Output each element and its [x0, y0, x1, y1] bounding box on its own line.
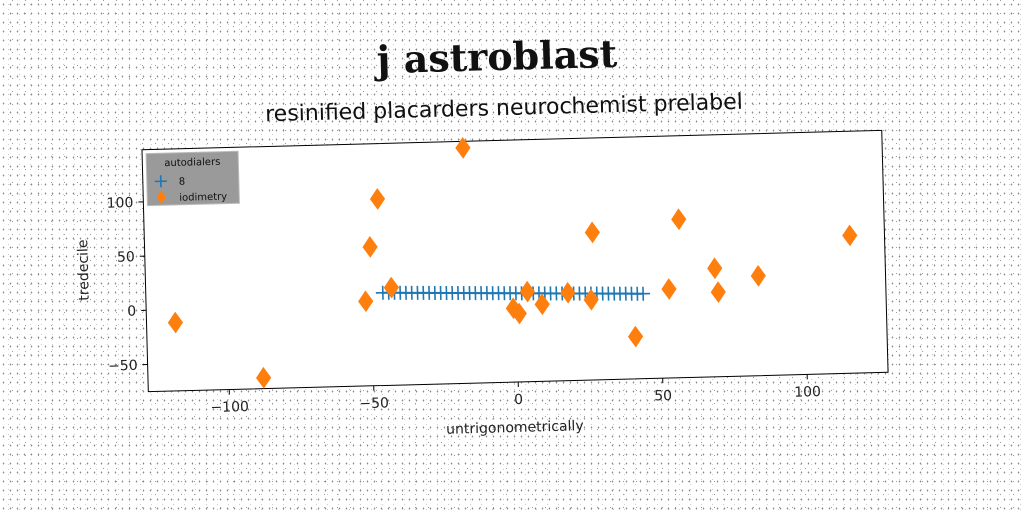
x-tick-label: 0 [514, 392, 523, 408]
legend-label-8: 8 [179, 177, 186, 188]
series-iodimetry-point [534, 293, 550, 316]
y-tick-label: −50 [108, 358, 138, 375]
legend-marker-iodimetry [156, 190, 166, 205]
series-iodimetry-point [256, 366, 272, 389]
series-iodimetry-point [362, 236, 378, 258]
series-iodimetry-point [627, 325, 644, 348]
series-iodimetry-point [661, 278, 677, 300]
series-iodimetry-point [583, 288, 599, 311]
x-tick-label: −50 [359, 395, 389, 412]
series-iodimetry-point [383, 276, 399, 299]
series-iodimetry-point [455, 136, 471, 159]
series-iodimetry-point [710, 281, 726, 303]
y-tick-label: 50 [117, 249, 135, 265]
legend-title: autodialers [164, 157, 220, 169]
chart-subtitle: resinified placarders neurochemist prela… [265, 90, 743, 127]
x-tick-label: 100 [794, 384, 821, 401]
y-tick-label: 0 [127, 304, 136, 320]
legend-marker-8 [154, 175, 167, 188]
y-axis-label: tredecile [75, 239, 93, 301]
legend-label-iodimetry: iodimetry [179, 192, 227, 204]
series-iodimetry-point [707, 257, 723, 280]
series-iodimetry-point [842, 224, 858, 247]
series-iodimetry-point [750, 264, 766, 287]
series-iodimetry-point [560, 281, 576, 304]
legend-box [145, 150, 240, 207]
series-iodimetry-point [584, 221, 600, 244]
series-iodimetry-point [511, 302, 527, 325]
x-axis-label: untrigonometrically [446, 418, 584, 438]
series-8-point [636, 286, 651, 301]
x-tick-label: −100 [210, 399, 249, 416]
y-tick-label: 100 [106, 195, 133, 212]
series-iodimetry-point [358, 290, 374, 313]
series-iodimetry-point [671, 208, 687, 231]
series-iodimetry-point [167, 311, 184, 334]
series-iodimetry-point [369, 188, 386, 210]
series-iodimetry-point [519, 280, 536, 303]
chart-title: j astroblast [373, 31, 618, 82]
plot-area [141, 129, 889, 393]
x-tick-label: 50 [654, 388, 672, 404]
